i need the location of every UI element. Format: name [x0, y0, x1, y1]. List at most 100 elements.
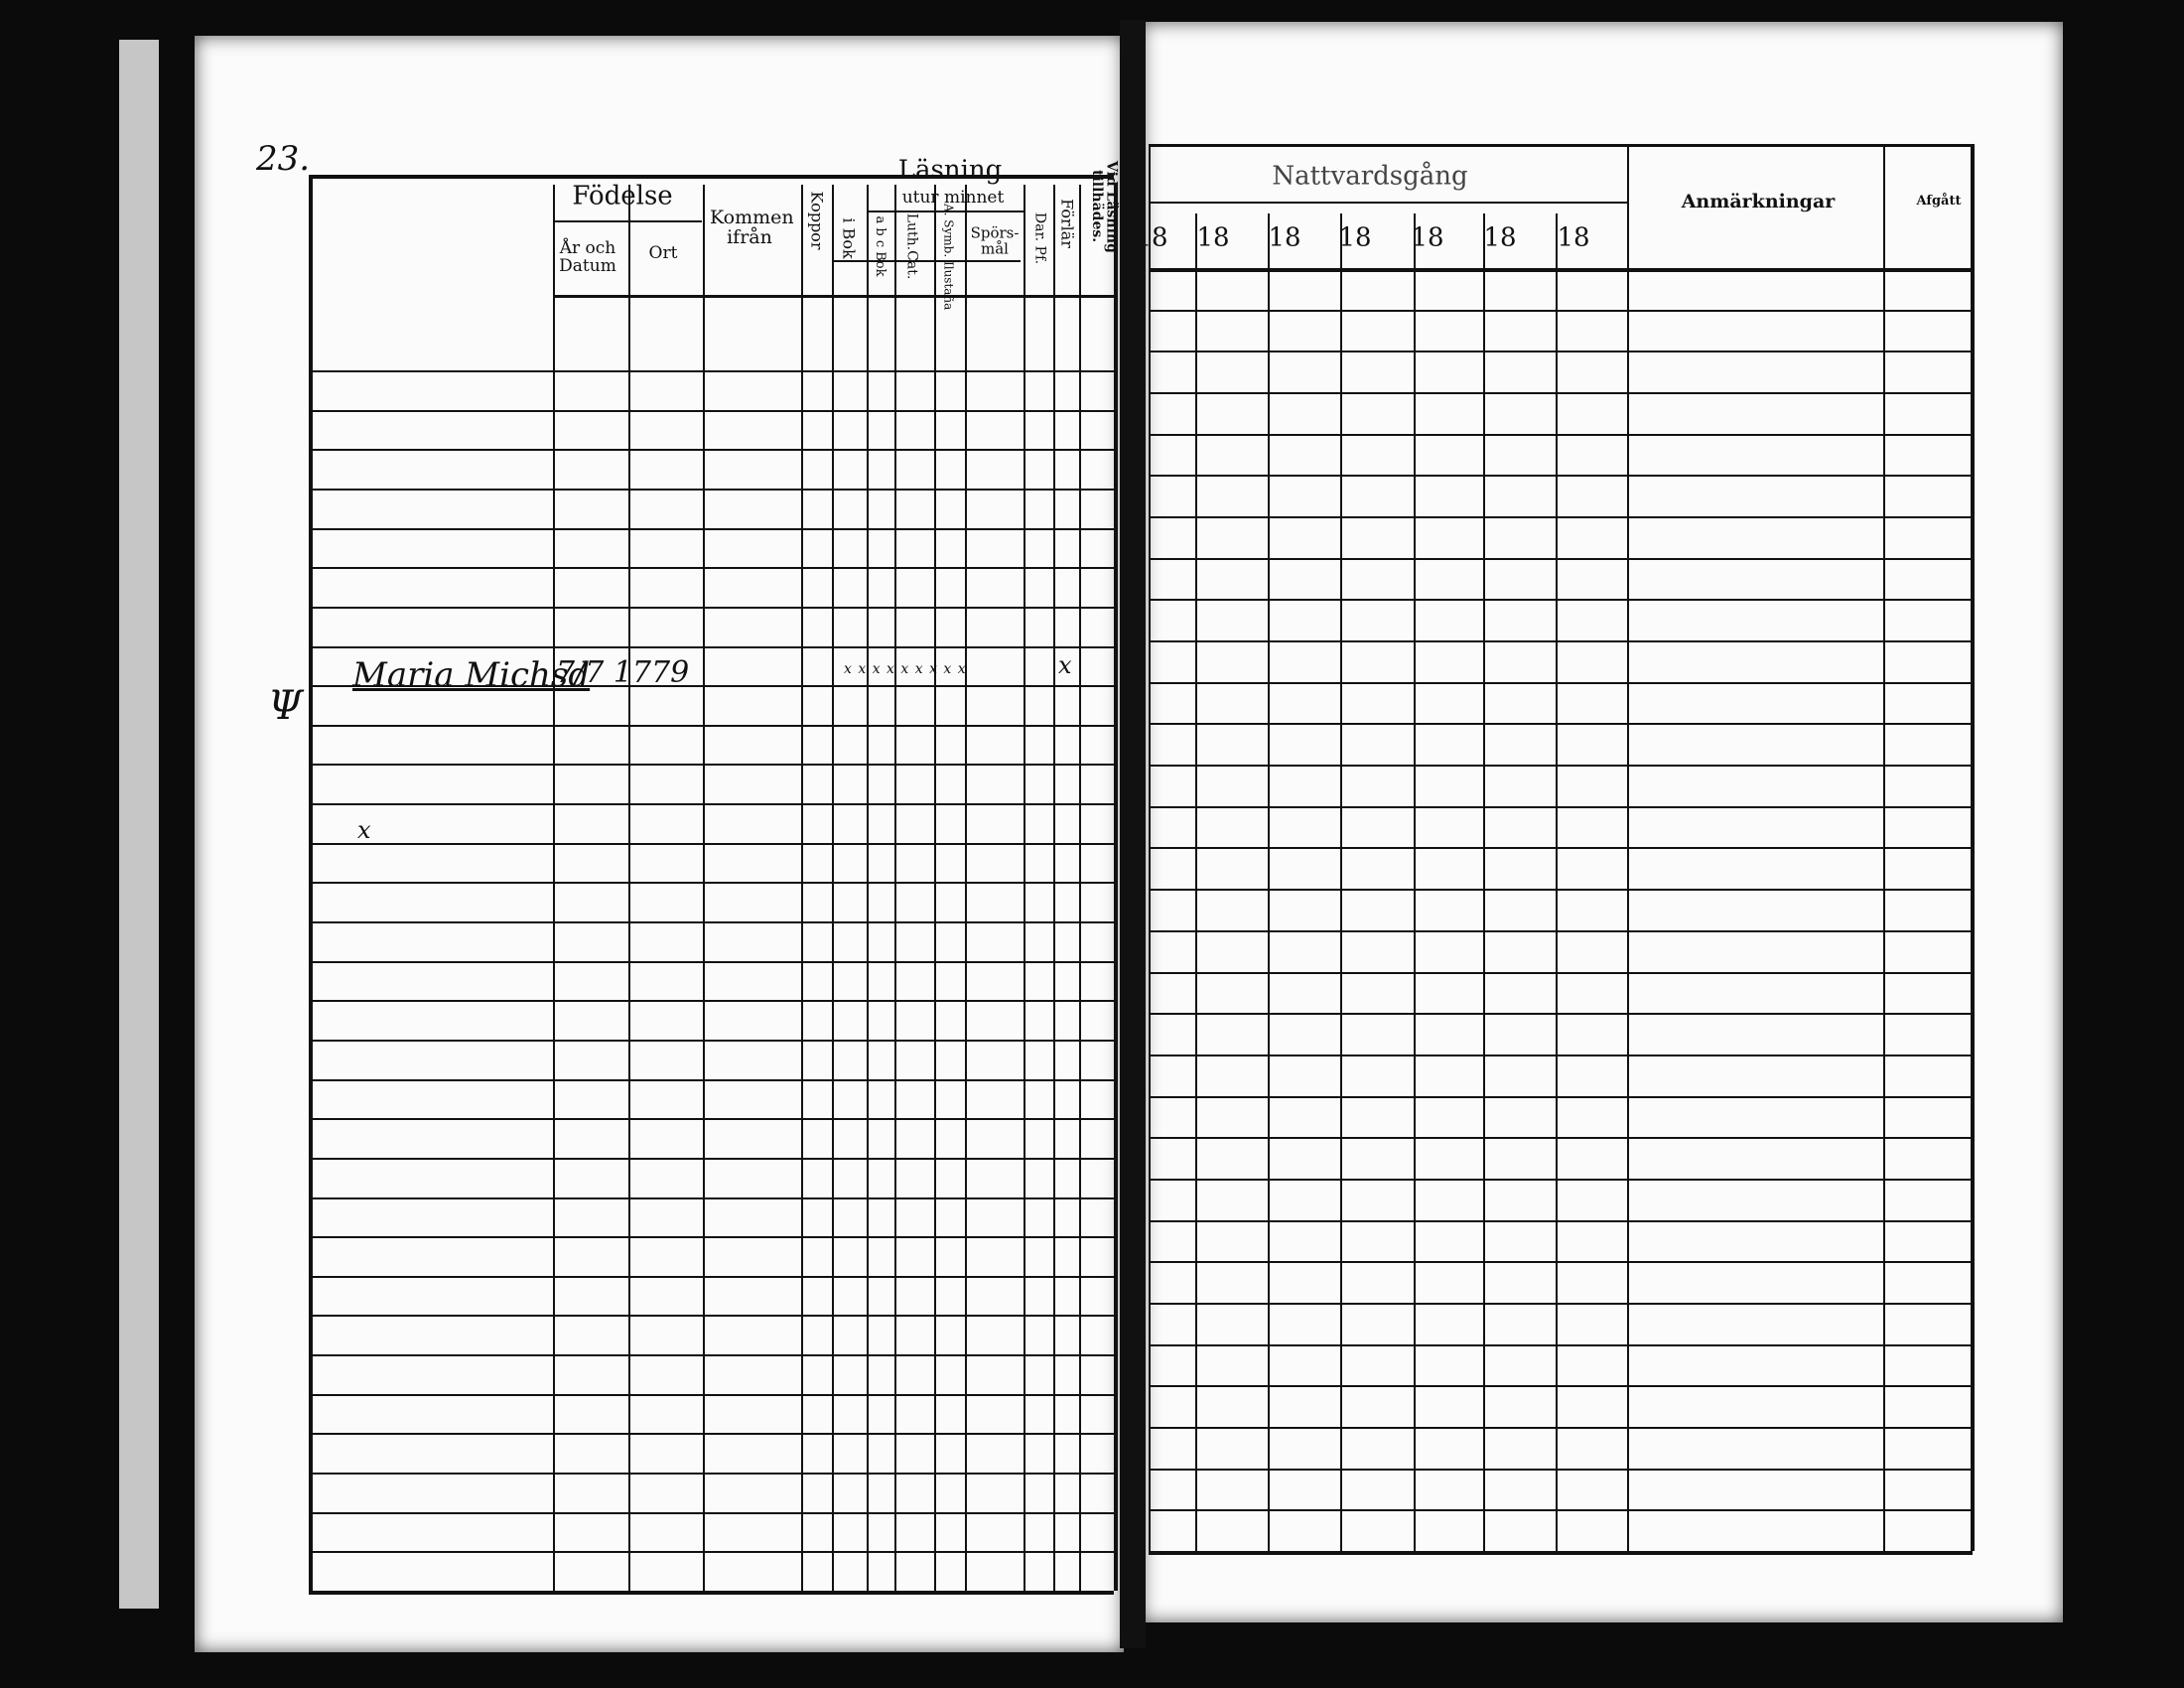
- row-rule: [1149, 433, 1973, 436]
- row-rule: [309, 1551, 1114, 1554]
- row-rule: [309, 882, 1114, 885]
- column-rule: [867, 185, 869, 1591]
- row-rule: [1149, 1219, 1973, 1222]
- row-rule: [1149, 1509, 1973, 1512]
- row-rule: [1149, 1261, 1973, 1264]
- column-rule: [1114, 185, 1118, 1591]
- row-rule: [309, 764, 1114, 767]
- header-rule: [1149, 268, 1971, 272]
- header-rule: [1149, 202, 1627, 204]
- header-i-bok: i Bok: [839, 217, 859, 259]
- header-luth-cat: Luth.Cat.: [903, 212, 920, 280]
- header-rule: [553, 295, 1114, 298]
- row-rule: [309, 1354, 1114, 1357]
- row-rule: [309, 842, 1114, 845]
- row-rule: [1149, 1385, 1973, 1388]
- header-dar-pf: Dar. Pf.: [1031, 211, 1048, 265]
- entry-name: Maria Michsd: [352, 655, 591, 695]
- header-afgatt: Afgått: [1916, 194, 1962, 210]
- row-rule: [309, 370, 1114, 372]
- page-number: 23.: [256, 139, 311, 179]
- row-rule: [1149, 640, 1973, 643]
- year-header: 18: [1411, 222, 1444, 253]
- year-header: 18: [1338, 222, 1372, 253]
- row-rule: [1149, 392, 1973, 395]
- row-rule: [1149, 1178, 1973, 1181]
- row-rule: [1149, 1468, 1973, 1471]
- row-rule: [1149, 1054, 1973, 1056]
- row-rule: [1149, 723, 1973, 726]
- row-rule: [1149, 805, 1973, 808]
- column-rule: [703, 185, 705, 1591]
- header-ar-och-datum: År och Datum: [559, 238, 616, 276]
- row-rule: [1149, 309, 1973, 312]
- row-rule: [309, 1078, 1114, 1081]
- row-rule: [309, 645, 1114, 648]
- row-rule: [309, 1591, 1114, 1595]
- header-rule: [867, 211, 1025, 212]
- row-rule: [1149, 681, 1973, 684]
- row-rule: [309, 1157, 1114, 1160]
- header-anmarkningar: Anmärkningar: [1681, 191, 1836, 213]
- row-rule: [1149, 1551, 1973, 1555]
- row-rule: [309, 449, 1114, 452]
- header-koppor: Koppor: [807, 191, 827, 250]
- column-rule: [1268, 213, 1270, 1551]
- row-rule: [1149, 599, 1973, 602]
- header-rule: [832, 260, 1021, 262]
- header-nattvardsgang: Nattvardsgång: [1272, 161, 1468, 192]
- header-kommen-ifran: Kommen ifrån: [710, 207, 794, 248]
- column-rule: [553, 185, 555, 1591]
- header-a-symb: A. Symb. Ilustaña: [941, 204, 956, 311]
- header-fodelse: Födelse: [572, 181, 673, 211]
- row-rule: [309, 1511, 1114, 1514]
- header-abc-bok: a b c Bok: [872, 215, 887, 277]
- row-rule: [309, 606, 1114, 609]
- column-rule: [1079, 185, 1081, 1591]
- entry-birth: 7/7 1779: [556, 655, 690, 690]
- row-rule: [1149, 1137, 1973, 1140]
- header-vid-lasning: Vid Läsning tillhädes.: [1089, 160, 1120, 253]
- header-rule: [309, 175, 1114, 179]
- row-rule: [309, 921, 1114, 924]
- row-rule: [309, 1039, 1114, 1042]
- entry-mark: Ψ: [268, 683, 304, 729]
- column-rule: [894, 185, 896, 1591]
- book-gutter: [1120, 20, 1146, 1648]
- row-rule: [309, 1000, 1114, 1003]
- header-utur-minnet: utur minnet: [901, 188, 1005, 209]
- row-rule: [309, 1118, 1114, 1121]
- row-rule: [309, 685, 1114, 688]
- column-rule: [1053, 185, 1055, 1591]
- row-rule: [309, 724, 1114, 727]
- row-rule: [309, 1236, 1114, 1239]
- column-rule: [832, 185, 834, 1591]
- right-page: [1142, 22, 2063, 1622]
- column-rule: [1024, 185, 1025, 1591]
- header-rule: [1149, 144, 1971, 147]
- row-rule: [1149, 1343, 1973, 1346]
- row-rule: [1149, 1095, 1973, 1098]
- row-rule: [1149, 1013, 1973, 1016]
- row-rule: [1149, 516, 1973, 519]
- year-header: 18: [1268, 222, 1301, 253]
- column-rule: [1556, 213, 1558, 1551]
- column-rule: [1340, 213, 1342, 1551]
- header-forlar: Förlär: [1057, 199, 1077, 248]
- row-rule: [1149, 1426, 1973, 1429]
- row-rule: [1149, 929, 1973, 932]
- year-header: 18: [1196, 222, 1230, 253]
- row-rule: [309, 409, 1114, 412]
- page-edge: [119, 40, 159, 1609]
- year-header: 18: [1483, 222, 1517, 253]
- column-rule: [934, 185, 936, 1591]
- entry-forlar-mark: x: [1058, 651, 1072, 679]
- year-header: 18: [1557, 222, 1590, 253]
- row-rule: [1149, 765, 1973, 768]
- row-rule: [1149, 847, 1973, 850]
- column-rule: [1414, 213, 1416, 1551]
- row-rule: [309, 527, 1114, 530]
- row-rule: [1149, 475, 1973, 478]
- row-rule: [1149, 889, 1973, 892]
- row-rule: [309, 1433, 1114, 1436]
